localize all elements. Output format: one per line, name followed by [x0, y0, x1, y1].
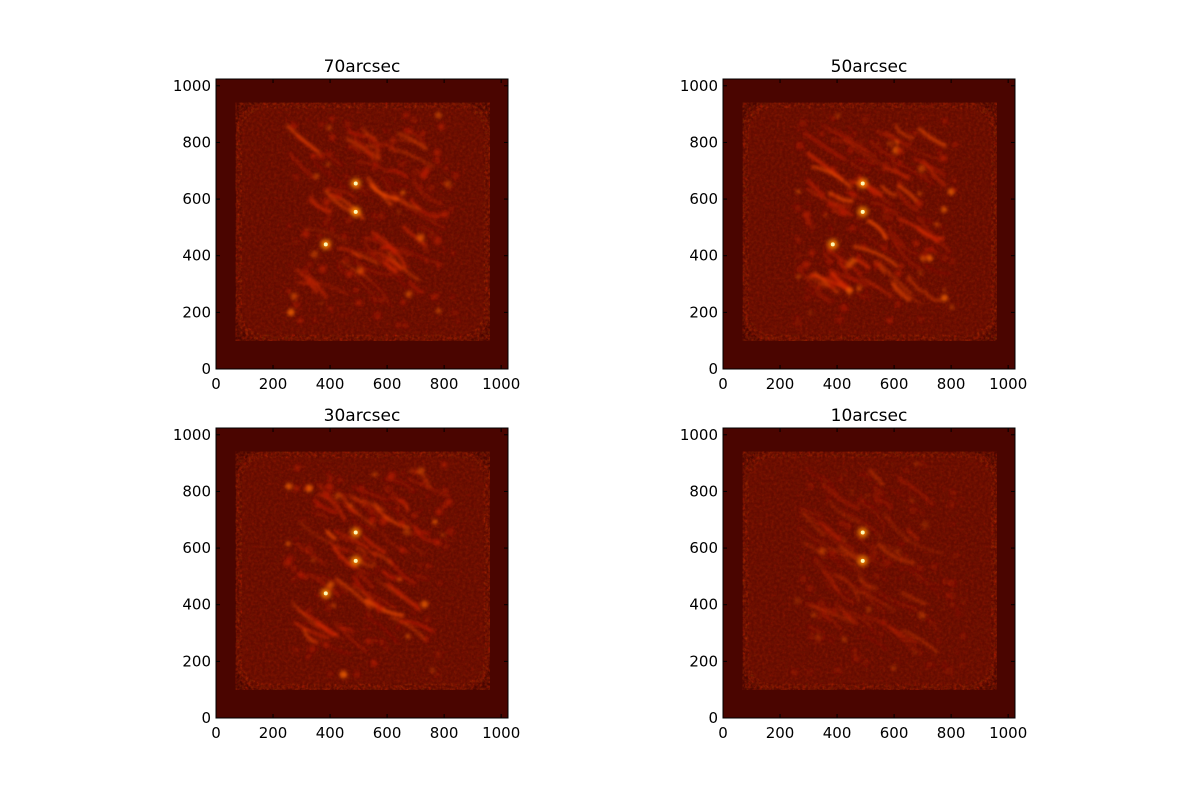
- y-tick-label: 400: [182, 596, 211, 614]
- x-tick-label: 200: [766, 375, 795, 393]
- y-tick-label: 1000: [173, 426, 211, 444]
- x-tick-label: 200: [259, 724, 288, 742]
- heatmap-image: [216, 79, 508, 369]
- heatmap-image: [216, 428, 508, 718]
- subplot-1: 70arcsec 0 200 400 600 800 1000 0 200 400 600 800 10…: [173, 57, 520, 393]
- x-tick-label: 1000: [482, 375, 520, 393]
- y-tick-label: 600: [182, 190, 211, 208]
- y-tick-label: 200: [182, 303, 211, 321]
- y-tick-label: 200: [182, 652, 211, 670]
- subplot-3: 30arcsec 0 200 400 600 800 1000 0 200 400 600 800 10…: [173, 406, 520, 742]
- x-tick-label: 600: [373, 375, 402, 393]
- x-tick-label: 600: [880, 724, 909, 742]
- axes-frame: [722, 427, 1016, 719]
- x-tick-label: 0: [211, 375, 221, 393]
- y-tick-label: 600: [182, 539, 211, 557]
- x-tick-label: 800: [937, 375, 966, 393]
- x-tick-label: 200: [259, 375, 288, 393]
- subplot-title: 10arcsec: [831, 406, 908, 426]
- y-tick-label: 800: [689, 482, 718, 500]
- filament-structure: [790, 461, 967, 676]
- x-tick-label: 200: [766, 724, 795, 742]
- y-tick-label: 1000: [173, 77, 211, 95]
- x-tick-label: 0: [211, 724, 221, 742]
- y-tick-label: 0: [201, 360, 211, 378]
- axes-frame: [215, 78, 509, 370]
- filament-structure: [283, 461, 460, 679]
- subplot-title: 50arcsec: [831, 57, 908, 77]
- y-tick-label: 400: [182, 247, 211, 265]
- y-tick-label: 600: [689, 539, 718, 557]
- y-tick-label: 600: [689, 190, 718, 208]
- y-tick-label: 200: [689, 652, 718, 670]
- x-tick-label: 0: [718, 375, 728, 393]
- subplot-title: 70arcsec: [324, 57, 401, 77]
- subplot-title: 30arcsec: [324, 406, 401, 426]
- heatmap-image: [723, 79, 1015, 369]
- axes-frame: [722, 78, 1016, 370]
- x-tick-label: 400: [316, 375, 345, 393]
- subplot-2: 50arcsec 0 200 400 600 800 1000 0 200 400 600 800 10…: [680, 57, 1027, 393]
- x-tick-label: 800: [937, 724, 966, 742]
- x-tick-label: 1000: [989, 375, 1027, 393]
- y-tick-label: 200: [689, 303, 718, 321]
- y-tick-label: 800: [182, 133, 211, 151]
- y-tick-label: 0: [708, 709, 718, 727]
- y-tick-label: 0: [708, 360, 718, 378]
- x-tick-label: 0: [718, 724, 728, 742]
- y-tick-label: 400: [689, 247, 718, 265]
- heatmap-image: [723, 428, 1015, 718]
- x-tick-label: 800: [430, 724, 459, 742]
- y-tick-label: 1000: [680, 426, 718, 444]
- y-tick-label: 1000: [680, 77, 718, 95]
- y-tick-label: 800: [182, 482, 211, 500]
- x-tick-label: 400: [823, 724, 852, 742]
- x-tick-label: 400: [823, 375, 852, 393]
- x-tick-label: 800: [430, 375, 459, 393]
- x-tick-label: 400: [316, 724, 345, 742]
- x-tick-label: 600: [880, 375, 909, 393]
- axes-frame: [215, 427, 509, 719]
- y-tick-label: 800: [689, 133, 718, 151]
- subplot-4: 10arcsec 0 200 400 600 800 1000 0 200 400 600 800 10…: [680, 406, 1027, 742]
- x-tick-label: 600: [373, 724, 402, 742]
- x-tick-label: 1000: [482, 724, 520, 742]
- y-tick-label: 400: [689, 596, 718, 614]
- x-tick-label: 1000: [989, 724, 1027, 742]
- y-tick-label: 0: [201, 709, 211, 727]
- filament-structure: [285, 111, 460, 328]
